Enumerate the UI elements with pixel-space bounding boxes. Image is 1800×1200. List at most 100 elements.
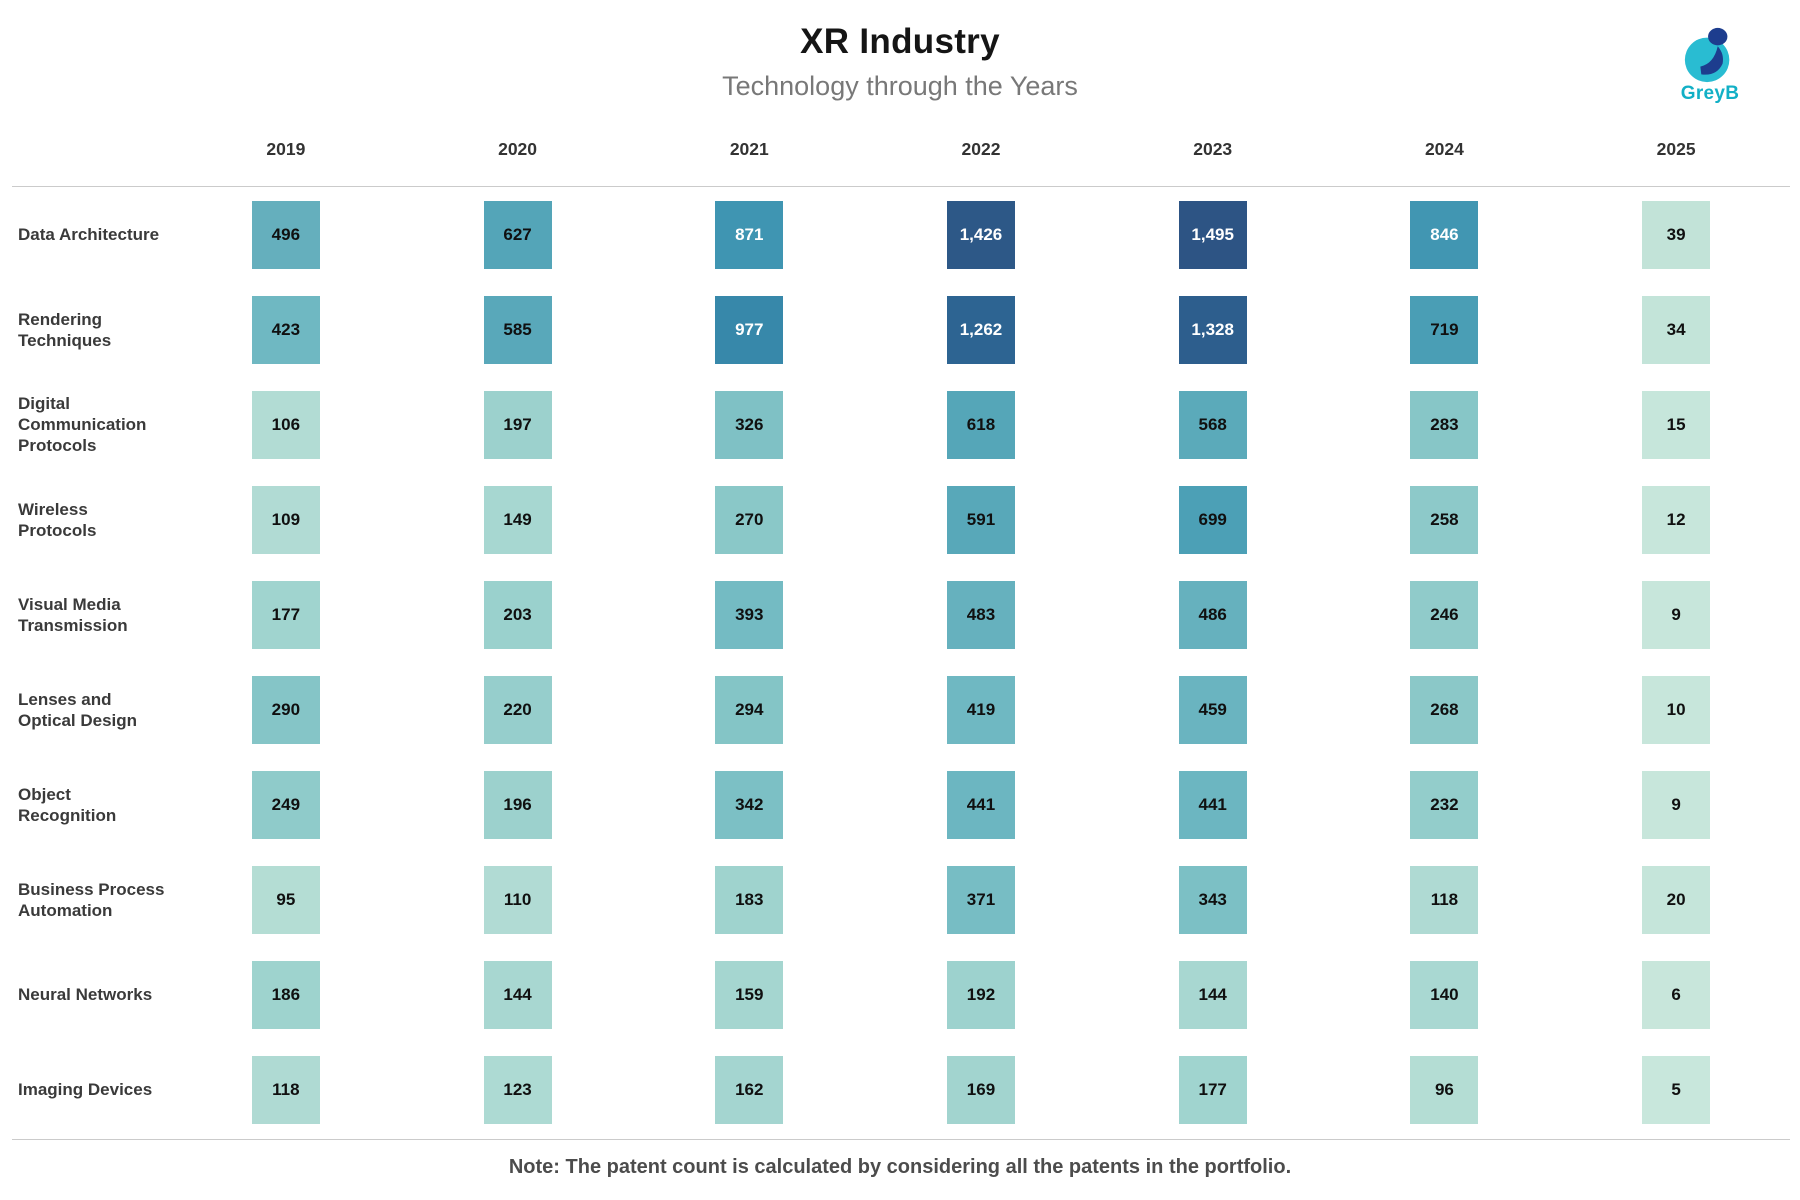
heatmap-cell[interactable]: 6 <box>1642 960 1711 1029</box>
heatmap-cell-wrap: 1,328 <box>1097 282 1329 377</box>
heatmap-cell[interactable]: 1,495 <box>1178 200 1247 269</box>
heatmap-cell-wrap: 144 <box>402 947 634 1042</box>
heatmap-cell-wrap: 192 <box>865 947 1097 1042</box>
heatmap-cell-wrap: 1,495 <box>1097 187 1329 282</box>
heatmap-cell[interactable]: 585 <box>483 295 552 364</box>
heatmap-cell[interactable]: 123 <box>483 1055 552 1124</box>
column-header-year: 2023 <box>1193 139 1233 159</box>
heatmap-cell-wrap: 719 <box>1329 282 1561 377</box>
heatmap-cell[interactable]: 109 <box>251 485 320 554</box>
heatmap-cell[interactable]: 283 <box>1410 390 1479 459</box>
heatmap-cell[interactable]: 343 <box>1178 865 1247 934</box>
heatmap-cell[interactable]: 419 <box>946 675 1015 744</box>
heatmap-cell[interactable]: 39 <box>1642 200 1711 269</box>
heatmap-cell[interactable]: 144 <box>483 960 552 1029</box>
heatmap-cell[interactable]: 144 <box>1178 960 1247 1029</box>
heatmap-cell[interactable]: 106 <box>251 390 320 459</box>
heatmap-cell[interactable]: 162 <box>715 1055 784 1124</box>
heatmap-cell[interactable]: 159 <box>715 960 784 1029</box>
column-header-year: 2025 <box>1656 139 1696 159</box>
heatmap-cell-wrap: 118 <box>1329 852 1561 947</box>
heatmap-cell[interactable]: 183 <box>715 865 784 934</box>
heatmap-cell-wrap: 618 <box>865 377 1097 472</box>
heatmap-cell[interactable]: 699 <box>1178 485 1247 554</box>
heatmap-cell[interactable]: 140 <box>1410 960 1479 1029</box>
heatmap-cell[interactable]: 1,328 <box>1178 295 1247 364</box>
heatmap-cell[interactable]: 246 <box>1410 580 1479 649</box>
heatmap-cell[interactable]: 459 <box>1178 675 1247 744</box>
heatmap-cell[interactable]: 9 <box>1642 770 1711 839</box>
heatmap-cell[interactable]: 177 <box>1178 1055 1247 1124</box>
heatmap-cell-wrap: 203 <box>402 567 634 662</box>
heatmap-cell[interactable]: 393 <box>715 580 784 649</box>
heatmap-cell[interactable]: 34 <box>1642 295 1711 364</box>
heatmap-cell[interactable]: 169 <box>946 1055 1015 1124</box>
heatmap-cell-wrap: 268 <box>1329 662 1561 757</box>
heatmap-cell[interactable]: 326 <box>715 390 784 459</box>
heatmap-cell[interactable]: 192 <box>946 960 1015 1029</box>
heatmap-cell[interactable]: 177 <box>251 580 320 649</box>
heatmap-cell[interactable]: 118 <box>251 1055 320 1124</box>
heatmap-cell[interactable]: 9 <box>1642 580 1711 649</box>
heatmap-cell[interactable]: 496 <box>251 200 320 269</box>
row-label: Rendering Techniques <box>18 309 112 350</box>
heatmap-cell[interactable]: 441 <box>946 770 1015 839</box>
heatmap-cell[interactable]: 220 <box>483 675 552 744</box>
greyb-logo-label: GreyB <box>1680 83 1740 104</box>
heatmap-cell[interactable]: 197 <box>483 390 552 459</box>
heatmap-cell[interactable]: 258 <box>1410 485 1479 554</box>
heatmap-cell[interactable]: 95 <box>251 865 320 934</box>
heatmap-cell[interactable]: 483 <box>946 580 1015 649</box>
heatmap-cell[interactable]: 196 <box>483 770 552 839</box>
heatmap-cell-wrap: 486 <box>1097 567 1329 662</box>
heatmap-cell[interactable]: 423 <box>251 295 320 364</box>
heatmap-cell-wrap: 343 <box>1097 852 1329 947</box>
heatmap-cell[interactable]: 294 <box>715 675 784 744</box>
heatmap-cell-wrap: 109 <box>170 472 402 567</box>
heatmap-cell[interactable]: 12 <box>1642 485 1711 554</box>
heatmap-cell[interactable]: 342 <box>715 770 784 839</box>
row-label: Business Process Automation <box>18 879 165 920</box>
heatmap-cell[interactable]: 290 <box>251 675 320 744</box>
heatmap-cell-wrap: 371 <box>865 852 1097 947</box>
heatmap-cell[interactable]: 486 <box>1178 580 1247 649</box>
heatmap-cell[interactable]: 591 <box>946 485 1015 554</box>
heatmap-cell[interactable]: 441 <box>1178 770 1247 839</box>
heatmap-cell[interactable]: 110 <box>483 865 552 934</box>
heatmap-cell[interactable]: 977 <box>715 295 784 364</box>
heatmap-cell-wrap: 110 <box>402 852 634 947</box>
heatmap-cell[interactable]: 568 <box>1178 390 1247 459</box>
heatmap-cell[interactable]: 1,426 <box>946 200 1015 269</box>
heatmap-cell-wrap: 10 <box>1560 662 1792 757</box>
heatmap-cell[interactable]: 846 <box>1410 200 1479 269</box>
heatmap-cell[interactable]: 1,262 <box>946 295 1015 364</box>
heatmap-cell[interactable]: 149 <box>483 485 552 554</box>
heatmap-cell[interactable]: 270 <box>715 485 784 554</box>
heatmap-cell-wrap: 20 <box>1560 852 1792 947</box>
heatmap-cell[interactable]: 118 <box>1410 865 1479 934</box>
heatmap-cell[interactable]: 232 <box>1410 770 1479 839</box>
heatmap-cell[interactable]: 10 <box>1642 675 1711 744</box>
heatmap-cell[interactable]: 186 <box>251 960 320 1029</box>
heatmap-cell[interactable]: 203 <box>483 580 552 649</box>
heatmap-cell-wrap: 232 <box>1329 757 1561 852</box>
heatmap-cell-wrap: 149 <box>402 472 634 567</box>
heatmap-cell[interactable]: 371 <box>946 865 1015 934</box>
heatmap-cell[interactable]: 871 <box>715 200 784 269</box>
heatmap-cell[interactable]: 96 <box>1410 1055 1479 1124</box>
heatmap-cell-wrap: 441 <box>1097 757 1329 852</box>
heatmap-cell-wrap: 96 <box>1329 1042 1561 1137</box>
heatmap-cell[interactable]: 15 <box>1642 390 1711 459</box>
heatmap-cell[interactable]: 20 <box>1642 865 1711 934</box>
heatmap-cell[interactable]: 719 <box>1410 295 1479 364</box>
heatmap-cell[interactable]: 618 <box>946 390 1015 459</box>
row-label: Wireless Protocols <box>18 499 97 540</box>
heatmap-cell[interactable]: 627 <box>483 200 552 269</box>
heatmap-cell-wrap: 123 <box>402 1042 634 1137</box>
heatmap-cell[interactable]: 268 <box>1410 675 1479 744</box>
row-label: Digital Communication Protocols <box>18 394 147 455</box>
heatmap-cell[interactable]: 5 <box>1642 1055 1711 1124</box>
row-label: Imaging Devices <box>18 1080 153 1099</box>
heatmap-cell[interactable]: 249 <box>251 770 320 839</box>
row-label: Neural Networks <box>18 985 153 1004</box>
